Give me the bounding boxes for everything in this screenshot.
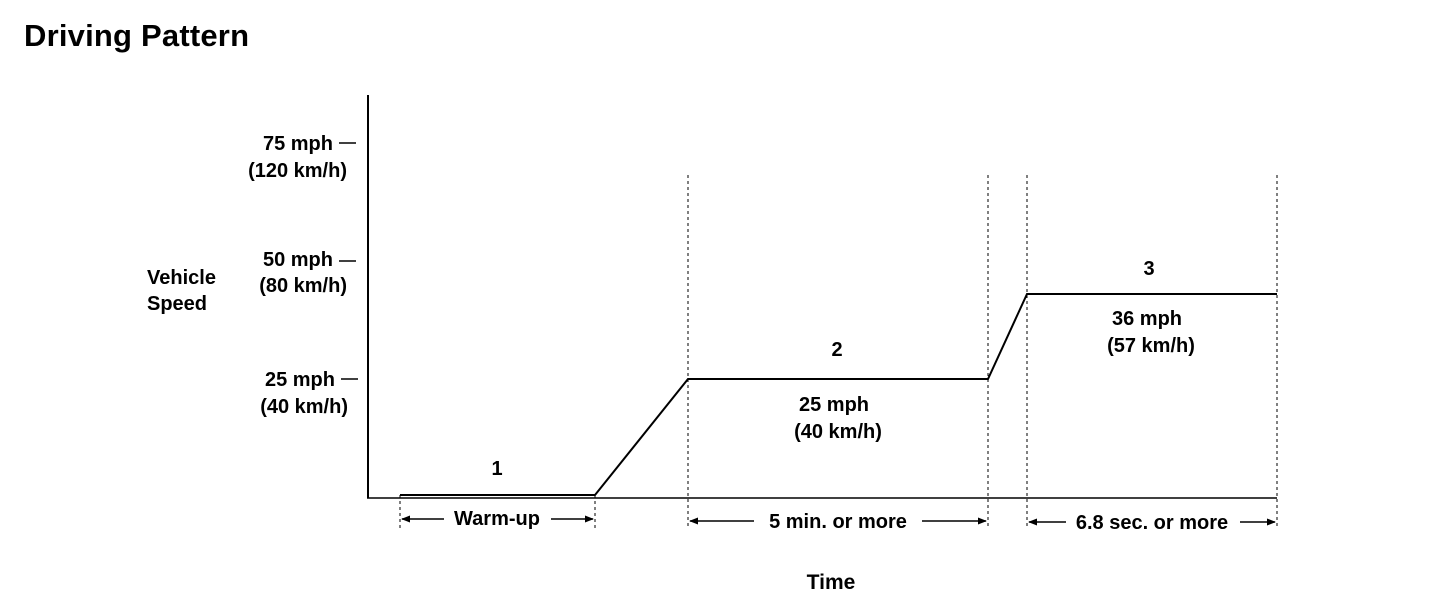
page-title: Driving Pattern [24,18,250,53]
y-tick-40-kmh: (40 km/h) [260,396,348,418]
phase3-span-label: 6.8 sec. or more [1076,512,1228,534]
phase-1-number: 1 [491,458,502,480]
phase-2-speed-mph: 25 mph [799,394,869,416]
y-tick-75-mph: 75 mph [263,133,333,155]
y-axis-label-line1: Vehicle [147,267,216,289]
y-axis-label-line2: Speed [147,293,207,315]
phase-3-speed-mph: 36 mph [1112,308,1182,330]
phase2-span-label: 5 min. or more [769,511,907,533]
speed-profile-line [400,293,1277,496]
warmup-span-label: Warm-up [454,508,540,530]
phase-3-speed-kmh: (57 km/h) [1107,335,1195,357]
y-tick-80-kmh: (80 km/h) [259,275,347,297]
y-tick-120-kmh: (120 km/h) [248,160,347,182]
phase-3-number: 3 [1143,258,1154,280]
phase-2-number: 2 [831,339,842,361]
y-tick-25-mph: 25 mph [265,369,335,391]
x-axis-label: Time [807,571,856,594]
phase-2-speed-kmh: (40 km/h) [794,421,882,443]
y-tick-50-mph: 50 mph [263,249,333,271]
